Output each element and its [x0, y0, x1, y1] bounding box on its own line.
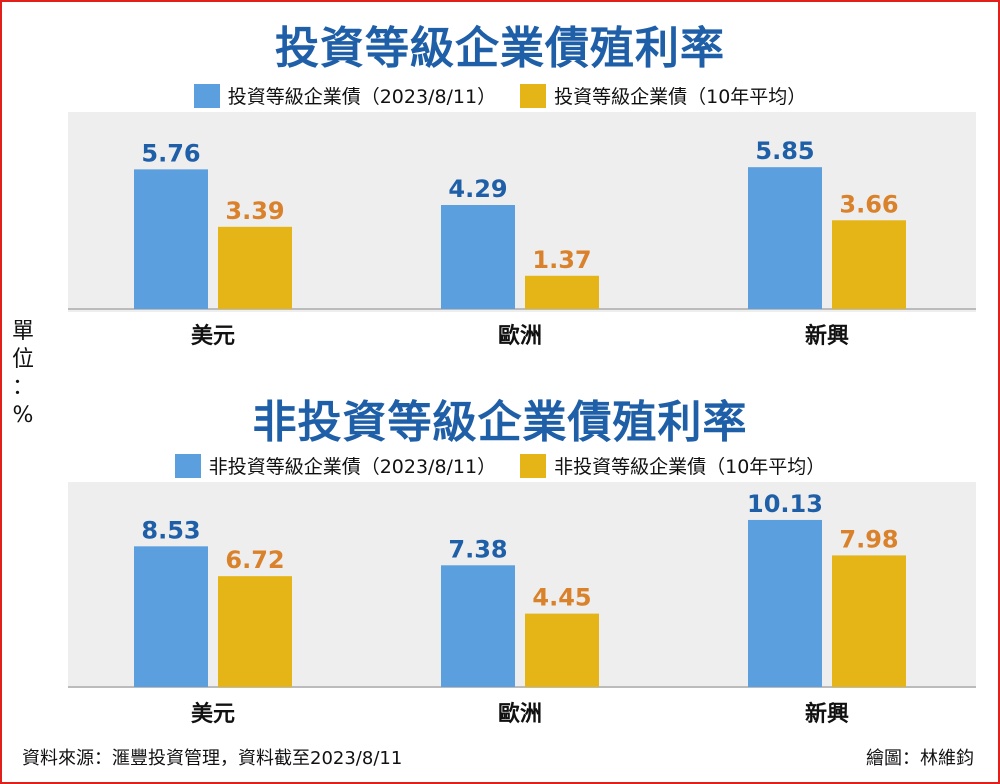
- credit-note: 繪圖：林維鈞: [866, 748, 974, 769]
- bar-current-1: [441, 205, 515, 309]
- category-label: 歐洲: [498, 701, 542, 727]
- chart2-legend-item-current: 非投資等級企業債（2023/8/11）: [174, 452, 497, 479]
- bar-avg-0: [218, 226, 292, 309]
- bar-value-label: 5.76: [141, 139, 200, 167]
- bar-avg-0: [218, 576, 292, 687]
- bar-avg-2: [832, 555, 906, 687]
- legend-swatch-blue: [174, 453, 201, 478]
- unit-char: ：: [11, 375, 34, 400]
- bar-value-label: 10.13: [747, 490, 823, 518]
- chart2-legend-item-avg: 非投資等級企業債（10年平均）: [520, 452, 825, 479]
- legend-label: 非投資等級企業債（2023/8/11）: [208, 456, 497, 478]
- bar-avg-1: [525, 275, 599, 309]
- legend-swatch-gold: [520, 453, 547, 478]
- legend-swatch-blue: [193, 83, 220, 108]
- unit-char: 單: [11, 319, 34, 344]
- bar-value-label: 5.85: [755, 137, 814, 165]
- category-label: 新興: [805, 323, 849, 349]
- source-note: 資料來源：滙豐投資管理，資料截至2023/8/11: [22, 748, 403, 769]
- category-label: 美元: [191, 701, 235, 727]
- bar-value-label: 1.37: [532, 246, 591, 274]
- chart2-plot: 8.53 6.72 美元 7.38 4.45 歐洲 10.13 7.98 新興: [68, 490, 976, 727]
- bar-avg-1: [525, 613, 599, 687]
- chart1-title: 投資等級企業債殖利率: [275, 23, 725, 74]
- unit-label: 單 位 ： %: [10, 318, 36, 430]
- bar-value-label: 6.72: [225, 546, 284, 574]
- bar-value-label: 7.98: [839, 525, 898, 553]
- legend-label: 投資等級企業債（10年平均）: [554, 86, 807, 108]
- legend-label: 投資等級企業債（2023/8/11）: [227, 86, 497, 108]
- bar-value-label: 7.38: [448, 535, 507, 563]
- unit-char: 位: [11, 347, 34, 372]
- chart2-legend: 非投資等級企業債（2023/8/11） 非投資等級企業債（10年平均）: [0, 452, 1000, 479]
- bar-value-label: 3.66: [839, 190, 898, 218]
- bar-value-label: 4.29: [448, 175, 507, 203]
- chart1-legend-item-avg: 投資等級企業債（10年平均）: [520, 82, 806, 109]
- bar-current-2: [748, 519, 822, 687]
- bar-current-1: [441, 565, 515, 687]
- bar-value-label: 4.45: [532, 584, 591, 612]
- legend-swatch-gold: [520, 83, 547, 108]
- chart1-plot: 5.76 3.39 美元 4.29 1.37 歐洲 5.85 3.66 新興: [68, 137, 976, 349]
- unit-char: %: [12, 403, 34, 428]
- bar-current-2: [748, 167, 822, 309]
- bar-avg-2: [832, 220, 906, 309]
- chart2-title: 非投資等級企業債殖利率: [252, 397, 748, 448]
- category-label: 歐洲: [498, 323, 542, 349]
- category-label: 新興: [805, 701, 849, 727]
- bar-current-0: [134, 169, 208, 309]
- category-label: 美元: [191, 323, 235, 349]
- bar-value-label: 8.53: [141, 516, 200, 544]
- chart1-legend-item-current: 投資等級企業債（2023/8/11）: [193, 82, 497, 109]
- bar-current-0: [134, 546, 208, 687]
- chart1-legend: 投資等級企業債（2023/8/11） 投資等級企業債（10年平均）: [0, 82, 1000, 109]
- bar-value-label: 3.39: [225, 197, 284, 225]
- legend-label: 非投資等級企業債（10年平均）: [554, 456, 826, 478]
